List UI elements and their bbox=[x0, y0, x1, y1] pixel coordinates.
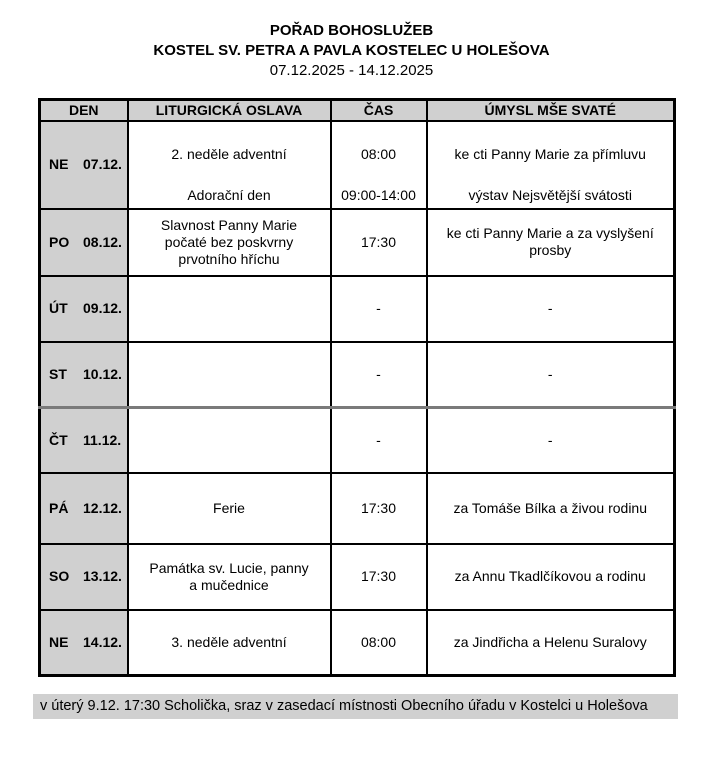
cell-umysl: za Tomáše Bílka a živou rodinu bbox=[425, 471, 676, 545]
table-row: ST 10.12. - - bbox=[38, 340, 676, 409]
table-row: ÚT 09.12. - - bbox=[38, 274, 676, 343]
title-block: POŘAD BOHOSLUŽEB KOSTEL SV. PETRA A PAVL… bbox=[0, 21, 703, 81]
day-date: 11.12. bbox=[83, 431, 122, 448]
day-date: 08.12. bbox=[83, 233, 122, 250]
table-header: DEN LITURGICKÁ OSLAVA ČAS ÚMYSL MŠE SVAT… bbox=[38, 98, 676, 122]
table-header-row: DEN LITURGICKÁ OSLAVA ČAS ÚMYSL MŠE SVAT… bbox=[38, 98, 676, 122]
entry-oslava: Adorační den bbox=[187, 186, 271, 203]
cell-oslava: Památka sv. Lucie, panny a mučednice bbox=[126, 542, 332, 611]
day-abbr: NE bbox=[49, 633, 69, 650]
cell-oslava bbox=[126, 274, 332, 343]
day-abbr: ÚT bbox=[49, 300, 68, 316]
cell-umysl: ke cti Panny Marie a za vyslyšení prosby bbox=[425, 207, 676, 277]
cell-cas: - bbox=[329, 274, 428, 343]
table-row: NE 07.12. 2. neděle adventní Adorační den 08… bbox=[38, 119, 676, 210]
date-range: 07.12.2025 - 14.12.2025 bbox=[269, 62, 434, 79]
entry-oslava: 2. neděle adventní bbox=[171, 146, 287, 162]
day-cell: ST 10.12. bbox=[38, 340, 129, 409]
entry-cas: 08:00 bbox=[360, 146, 397, 162]
day-cell: NE 14.12. bbox=[38, 608, 129, 677]
cell-umysl: za Jindřicha a Helenu Suralovy bbox=[425, 608, 676, 677]
day-date: 09.12. bbox=[83, 300, 122, 316]
table-row: ČT 11.12. - - bbox=[38, 406, 676, 474]
cell-cas: 17:30 bbox=[329, 542, 428, 611]
col-header-liturgicka-oslava: LITURGICKÁ OSLAVA bbox=[126, 98, 332, 122]
cell-cas: 08:00 09:00-14:00 bbox=[329, 119, 428, 210]
cell-cas: - bbox=[329, 340, 428, 409]
day-abbr: NE bbox=[49, 156, 69, 172]
day-cell: PO 08.12. bbox=[38, 207, 129, 277]
page-title: POŘAD BOHOSLUŽEB bbox=[269, 22, 434, 39]
day-date: 10.12. bbox=[83, 365, 122, 382]
col-header-umysl-mse-svate: ÚMYSL MŠE SVATÉ bbox=[425, 98, 676, 122]
day-cell: SO 13.12. bbox=[38, 542, 129, 611]
table-row: PO 08.12. Slavnost Panny Marie počaté bez … bbox=[38, 207, 676, 277]
day-abbr: SO bbox=[49, 568, 70, 584]
day-cell: PÁ 12.12. bbox=[38, 471, 129, 545]
col-header-den: DEN bbox=[38, 98, 129, 122]
day-abbr: PÁ bbox=[49, 499, 69, 516]
day-date: 07.12. bbox=[83, 156, 122, 172]
cell-oslava: 3. neděle adventní bbox=[126, 608, 332, 677]
day-cell: NE 07.12. bbox=[38, 119, 129, 210]
cell-cas: 17:30 bbox=[329, 471, 428, 545]
day-date: 13.12. bbox=[83, 568, 122, 584]
cell-oslava bbox=[126, 340, 332, 409]
table-body: NE 07.12. 2. neděle adventní Adorační den 08… bbox=[38, 119, 676, 677]
day-date: 12.12. bbox=[83, 499, 122, 516]
cell-umysl: za Annu Tkadlčíkovou a rodinu bbox=[425, 542, 676, 611]
table-row: SO 13.12. Památka sv. Lucie, panny a mučed… bbox=[38, 542, 676, 611]
cell-cas: 17:30 bbox=[329, 207, 428, 277]
day-cell: ÚT 09.12. bbox=[38, 274, 129, 343]
day-date: 14.12. bbox=[83, 633, 122, 650]
schedule-table: DEN LITURGICKÁ OSLAVA ČAS ÚMYSL MŠE SVAT… bbox=[38, 98, 676, 677]
entry-umysl: ke cti Panny Marie za přímluvu bbox=[454, 146, 646, 162]
day-abbr: PO bbox=[49, 233, 70, 250]
document-page: POŘAD BOHOSLUŽEB KOSTEL SV. PETRA A PAVL… bbox=[0, 21, 703, 719]
cell-oslava: 2. neděle adventní Adorační den bbox=[126, 119, 332, 210]
cell-cas: - bbox=[329, 406, 428, 474]
cell-umysl: ke cti Panny Marie za přímluvu výstav Nej… bbox=[425, 119, 676, 210]
cell-umysl: - bbox=[425, 406, 676, 474]
footer-note: v úterý 9.12. 17:30 Scholička, sraz v za… bbox=[33, 694, 678, 719]
cell-cas: 08:00 bbox=[329, 608, 428, 677]
day-abbr: ČT bbox=[49, 431, 68, 448]
cell-umysl: - bbox=[425, 340, 676, 409]
cell-umysl: - bbox=[425, 274, 676, 343]
page-subtitle: KOSTEL SV. PETRA A PAVLA KOSTELEC U HOLE… bbox=[153, 42, 550, 59]
day-abbr: ST bbox=[49, 365, 67, 382]
cell-oslava: Ferie bbox=[126, 471, 332, 545]
table-row: PÁ 12.12. Ferie 17:30 za Tomáše Bílka a živo… bbox=[38, 471, 676, 545]
cell-oslava bbox=[126, 406, 332, 474]
entry-cas: 09:00-14:00 bbox=[341, 186, 416, 203]
col-header-cas: ČAS bbox=[329, 98, 428, 122]
entry-umysl: výstav Nejsvětější svátosti bbox=[468, 186, 632, 203]
day-cell: ČT 11.12. bbox=[38, 406, 129, 474]
table-row: NE 14.12. 3. neděle adventní 08:00 za Jindři… bbox=[38, 608, 676, 677]
cell-oslava: Slavnost Panny Marie počaté bez poskvrny… bbox=[126, 207, 332, 277]
